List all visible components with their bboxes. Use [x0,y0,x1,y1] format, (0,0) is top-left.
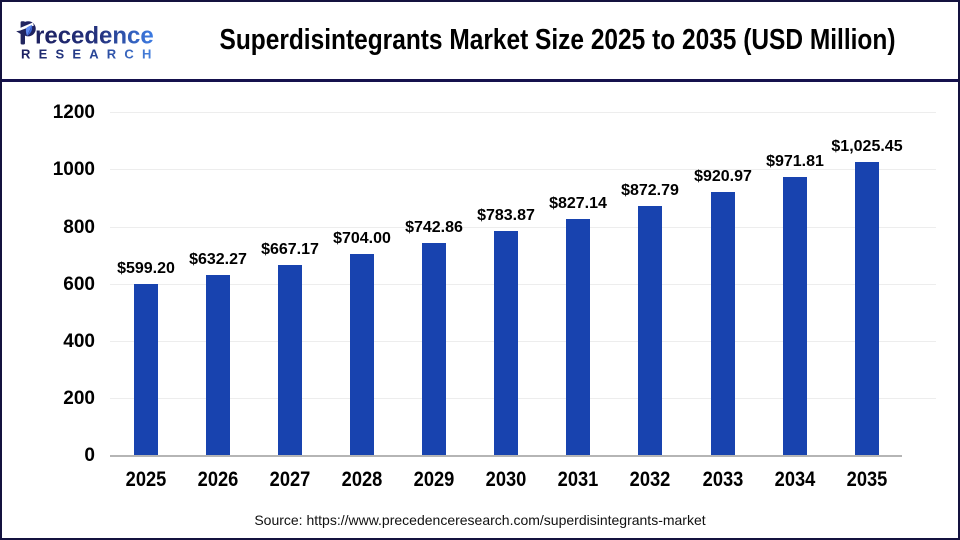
svg-text:RESEARCH: RESEARCH [21,47,160,62]
svg-text:recedence: recedence [35,23,154,50]
